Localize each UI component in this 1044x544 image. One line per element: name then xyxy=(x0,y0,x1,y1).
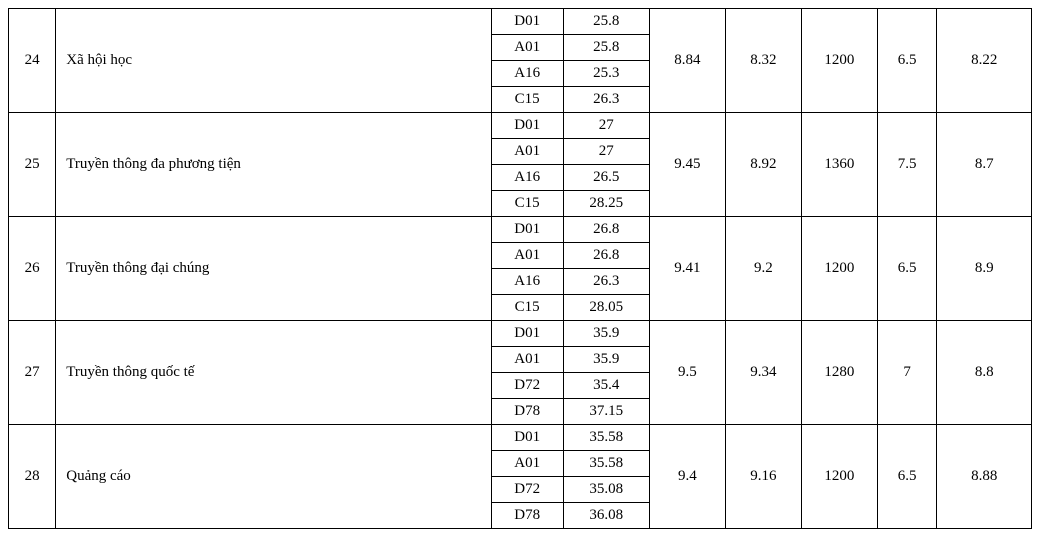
admission-table: 24Xã hội họcD0125.88.848.3212006.58.22A0… xyxy=(8,8,1032,529)
value-v1: 9.4 xyxy=(649,425,725,529)
value-v4: 6.5 xyxy=(877,9,937,113)
value-v3: 1280 xyxy=(801,321,877,425)
combo-score: 35.58 xyxy=(563,451,649,477)
combo-code: C15 xyxy=(491,87,563,113)
program-name: Xã hội học xyxy=(56,9,491,113)
value-v3: 1360 xyxy=(801,113,877,217)
value-v5: 8.88 xyxy=(937,425,1032,529)
value-v2: 9.2 xyxy=(725,217,801,321)
value-v3: 1200 xyxy=(801,9,877,113)
value-v2: 9.16 xyxy=(725,425,801,529)
value-v5: 8.8 xyxy=(937,321,1032,425)
value-v2: 8.32 xyxy=(725,9,801,113)
combo-score: 26.8 xyxy=(563,243,649,269)
combo-code: A01 xyxy=(491,243,563,269)
value-v2: 8.92 xyxy=(725,113,801,217)
combo-score: 35.08 xyxy=(563,477,649,503)
combo-code: D72 xyxy=(491,373,563,399)
table-row: 25Truyền thông đa phương tiệnD01279.458.… xyxy=(9,113,1032,139)
value-v4: 6.5 xyxy=(877,425,937,529)
value-v1: 9.5 xyxy=(649,321,725,425)
value-v5: 8.7 xyxy=(937,113,1032,217)
combo-code: D01 xyxy=(491,425,563,451)
table-row: 24Xã hội họcD0125.88.848.3212006.58.22 xyxy=(9,9,1032,35)
combo-code: A16 xyxy=(491,269,563,295)
value-v4: 7.5 xyxy=(877,113,937,217)
program-name: Quảng cáo xyxy=(56,425,491,529)
row-index: 28 xyxy=(9,425,56,529)
program-name: Truyền thông đại chúng xyxy=(56,217,491,321)
row-index: 27 xyxy=(9,321,56,425)
combo-score: 36.08 xyxy=(563,503,649,529)
combo-score: 27 xyxy=(563,139,649,165)
combo-code: D78 xyxy=(491,503,563,529)
row-index: 25 xyxy=(9,113,56,217)
combo-score: 26.3 xyxy=(563,87,649,113)
combo-code: D72 xyxy=(491,477,563,503)
value-v1: 9.45 xyxy=(649,113,725,217)
value-v3: 1200 xyxy=(801,425,877,529)
combo-score: 37.15 xyxy=(563,399,649,425)
combo-score: 26.5 xyxy=(563,165,649,191)
table-row: 27Truyền thông quốc tếD0135.99.59.341280… xyxy=(9,321,1032,347)
combo-score: 25.8 xyxy=(563,35,649,61)
combo-code: A01 xyxy=(491,35,563,61)
value-v3: 1200 xyxy=(801,217,877,321)
combo-code: C15 xyxy=(491,295,563,321)
combo-score: 28.25 xyxy=(563,191,649,217)
table-row: 26Truyền thông đại chúngD0126.89.419.212… xyxy=(9,217,1032,243)
combo-code: D78 xyxy=(491,399,563,425)
combo-score: 35.9 xyxy=(563,347,649,373)
program-name: Truyền thông đa phương tiện xyxy=(56,113,491,217)
combo-score: 26.3 xyxy=(563,269,649,295)
value-v1: 8.84 xyxy=(649,9,725,113)
combo-score: 26.8 xyxy=(563,217,649,243)
combo-code: D01 xyxy=(491,113,563,139)
program-name: Truyền thông quốc tế xyxy=(56,321,491,425)
combo-code: D01 xyxy=(491,9,563,35)
combo-score: 25.3 xyxy=(563,61,649,87)
combo-code: A01 xyxy=(491,347,563,373)
value-v2: 9.34 xyxy=(725,321,801,425)
combo-code: A01 xyxy=(491,139,563,165)
combo-code: A01 xyxy=(491,451,563,477)
row-index: 24 xyxy=(9,9,56,113)
table-row: 28Quảng cáoD0135.589.49.1612006.58.88 xyxy=(9,425,1032,451)
value-v1: 9.41 xyxy=(649,217,725,321)
combo-code: D01 xyxy=(491,321,563,347)
combo-score: 35.4 xyxy=(563,373,649,399)
combo-code: A16 xyxy=(491,165,563,191)
combo-score: 35.9 xyxy=(563,321,649,347)
combo-score: 25.8 xyxy=(563,9,649,35)
value-v5: 8.22 xyxy=(937,9,1032,113)
combo-code: C15 xyxy=(491,191,563,217)
value-v4: 6.5 xyxy=(877,217,937,321)
combo-code: A16 xyxy=(491,61,563,87)
combo-code: D01 xyxy=(491,217,563,243)
value-v4: 7 xyxy=(877,321,937,425)
combo-score: 28.05 xyxy=(563,295,649,321)
combo-score: 27 xyxy=(563,113,649,139)
combo-score: 35.58 xyxy=(563,425,649,451)
row-index: 26 xyxy=(9,217,56,321)
value-v5: 8.9 xyxy=(937,217,1032,321)
